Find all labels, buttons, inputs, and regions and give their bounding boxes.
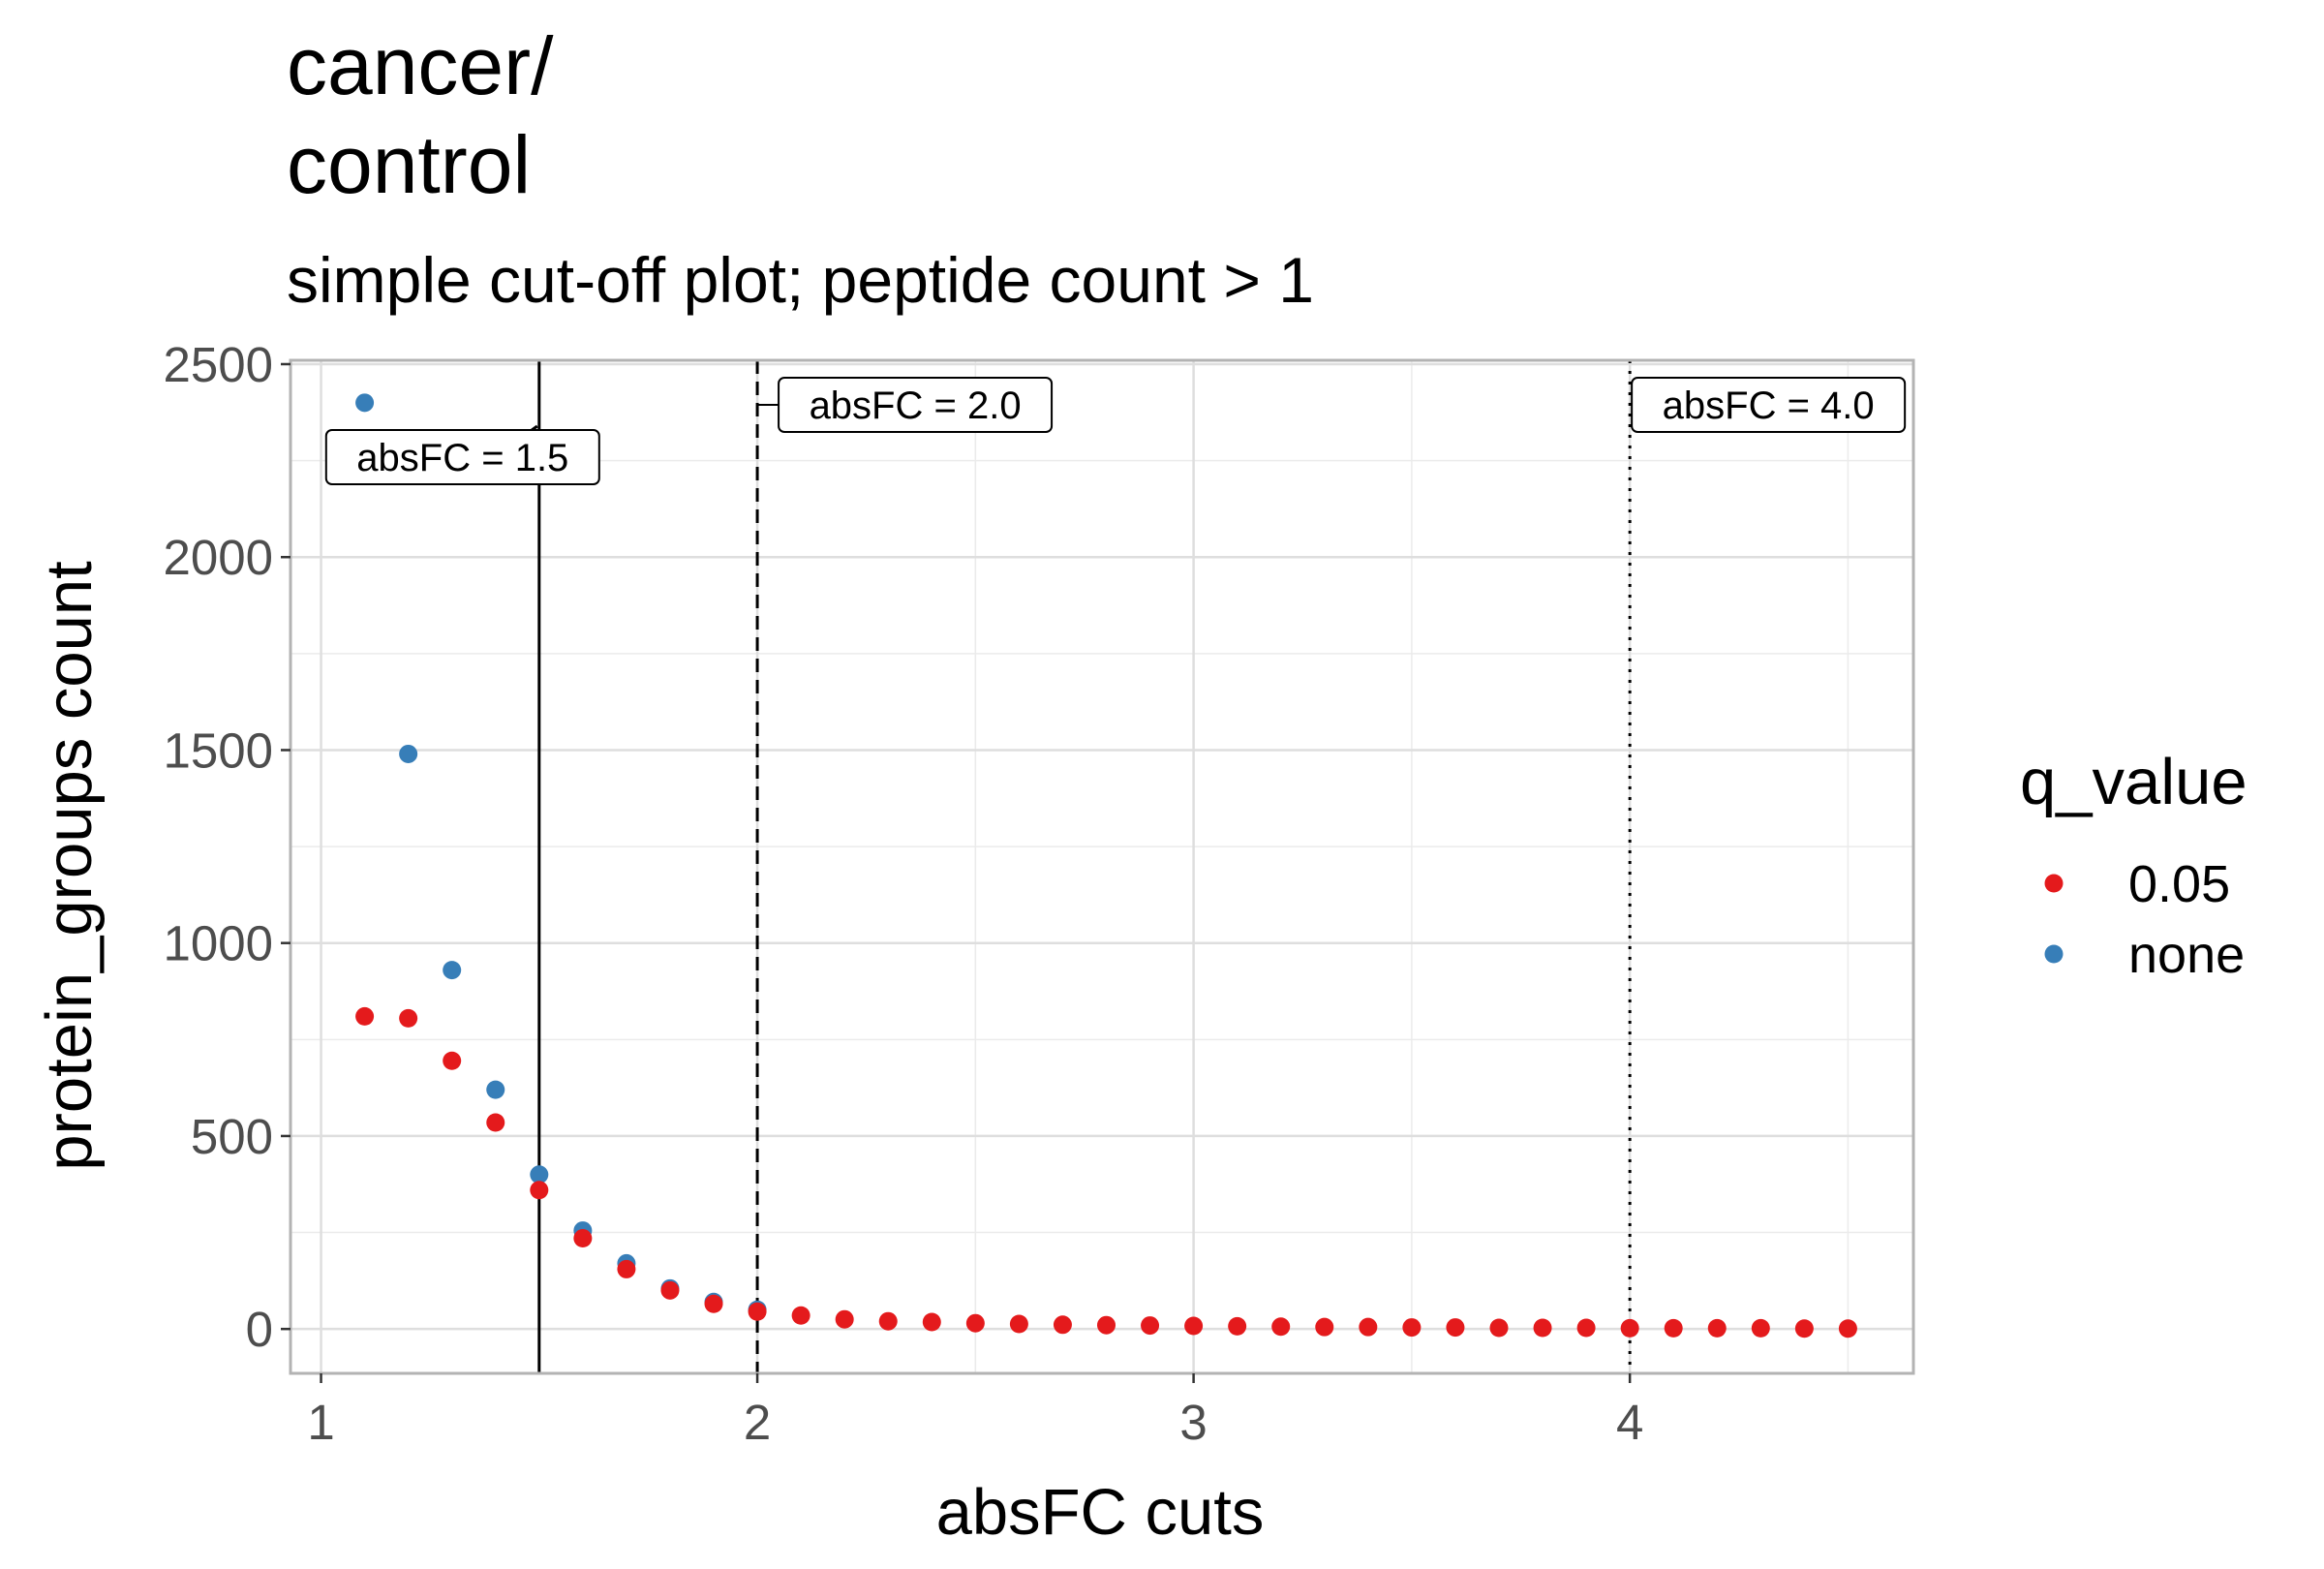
major-gridlines: [290, 360, 1913, 1373]
y-tick-label: 1500: [164, 723, 273, 778]
data-point-none: [443, 961, 461, 979]
legend-key-0.05: [2045, 875, 2064, 893]
data-point-0.05: [1534, 1318, 1552, 1337]
data-point-0.05: [1665, 1319, 1683, 1338]
data-point-0.05: [1489, 1318, 1508, 1337]
x-tick-label: 1: [307, 1395, 334, 1450]
data-point-0.05: [836, 1310, 854, 1329]
data-point-0.05: [1097, 1316, 1116, 1335]
minor-gridlines: [290, 360, 1913, 1373]
data-point-0.05: [355, 1007, 374, 1026]
chart-subtitle: simple cut-off plot; peptide count > 1: [287, 244, 1314, 316]
data-point-0.05: [792, 1307, 810, 1325]
data-point-0.05: [705, 1295, 723, 1313]
data-points: [355, 393, 1857, 1338]
y-tick-label: 2000: [164, 530, 273, 585]
data-point-0.05: [1184, 1316, 1203, 1335]
x-tick-label: 3: [1179, 1395, 1207, 1450]
data-point-0.05: [486, 1113, 505, 1131]
plot-panel: absFC = 1.5 absFC = 2.0 absFC = 4.0: [290, 360, 1913, 1373]
legend-key-none: [2045, 945, 2064, 964]
data-point-0.05: [966, 1314, 985, 1333]
data-point-0.05: [1228, 1317, 1246, 1336]
cutoff-label: absFC = 2.0: [757, 378, 1052, 432]
data-point-0.05: [923, 1313, 941, 1332]
data-point-0.05: [879, 1312, 898, 1331]
x-tick-label: 4: [1616, 1395, 1643, 1450]
data-point-0.05: [1708, 1319, 1727, 1338]
y-tick-label: 0: [246, 1302, 273, 1357]
y-tick-label: 500: [191, 1109, 273, 1164]
data-point-0.05: [1141, 1316, 1159, 1335]
y-tick-label: 1000: [164, 916, 273, 971]
data-point-0.05: [1010, 1314, 1028, 1333]
data-point-0.05: [443, 1052, 461, 1070]
data-point-0.05: [749, 1303, 767, 1321]
legend-title: q_value: [2020, 746, 2248, 818]
data-point-none: [399, 745, 417, 763]
x-axis-title: absFC cuts: [936, 1476, 1265, 1549]
cutoff-label-text: absFC = 2.0: [810, 385, 1022, 427]
y-axis-title: protein_groups count: [33, 561, 106, 1171]
data-point-0.05: [399, 1009, 417, 1028]
chart-title-line-2: control: [287, 119, 531, 210]
cutoff-lines: [539, 360, 1630, 1373]
chart-title-line-1: cancer/: [287, 20, 554, 111]
cutoff-label-text: absFC = 4.0: [1663, 385, 1875, 427]
data-point-0.05: [1839, 1319, 1857, 1338]
x-axis: 1 2 3 4: [307, 1373, 1643, 1450]
data-point-0.05: [1402, 1318, 1421, 1337]
data-point-0.05: [573, 1229, 592, 1247]
data-point-0.05: [1054, 1315, 1072, 1334]
data-point-0.05: [1359, 1318, 1377, 1337]
cutoff-label-text: absFC = 1.5: [356, 437, 568, 479]
legend-label: none: [2128, 926, 2245, 984]
data-point-none: [355, 393, 374, 412]
data-point-0.05: [1446, 1318, 1464, 1337]
cutoff-label: absFC = 4.0: [1630, 378, 1905, 432]
data-point-0.05: [660, 1281, 679, 1300]
cutoff-annotations: absFC = 1.5 absFC = 2.0 absFC = 4.0: [326, 378, 1905, 484]
cutoff-label: absFC = 1.5: [326, 426, 599, 484]
data-point-0.05: [1271, 1317, 1290, 1336]
data-point-none: [486, 1081, 505, 1099]
legend: q_value 0.05 none: [2020, 746, 2248, 984]
data-point-0.05: [1315, 1318, 1333, 1337]
data-point-0.05: [1795, 1319, 1814, 1338]
x-tick-label: 2: [744, 1395, 771, 1450]
legend-label: 0.05: [2128, 855, 2230, 913]
data-point-0.05: [617, 1260, 635, 1278]
data-point-0.05: [1621, 1319, 1639, 1338]
panel-border: [290, 360, 1913, 1373]
data-point-0.05: [530, 1181, 548, 1199]
y-axis: 0 500 1000 1500 2000 2500: [164, 337, 290, 1357]
data-point-0.05: [1752, 1319, 1770, 1338]
y-tick-label: 2500: [164, 337, 273, 392]
data-point-0.05: [1577, 1318, 1596, 1337]
